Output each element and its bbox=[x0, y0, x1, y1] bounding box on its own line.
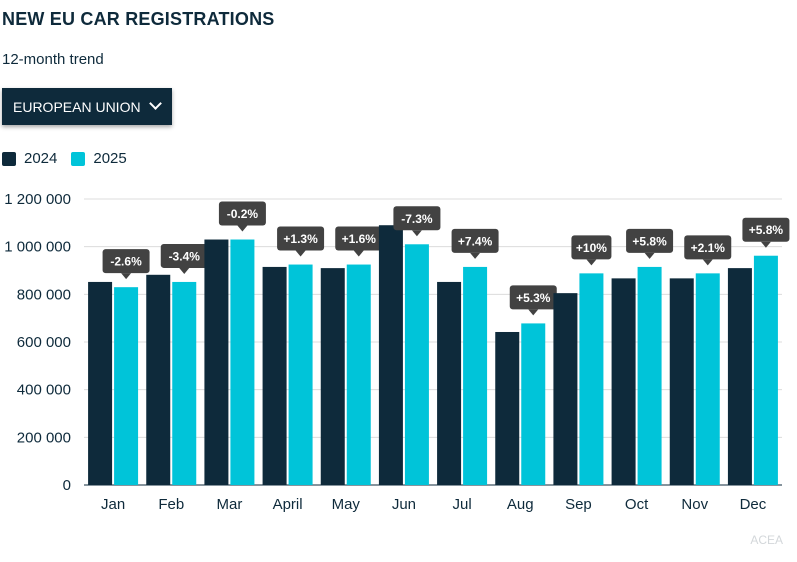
bar-2024 bbox=[495, 331, 520, 485]
bar-2025 bbox=[463, 266, 488, 485]
change-label-box bbox=[102, 249, 150, 274]
change-label-box bbox=[742, 217, 790, 242]
bar-2025 bbox=[230, 239, 255, 485]
change-label-box bbox=[684, 235, 732, 260]
source-credit: ACEA bbox=[750, 533, 783, 547]
bar-2025 bbox=[579, 273, 604, 485]
x-tick-label: Sep bbox=[565, 496, 592, 513]
bar-2025 bbox=[753, 255, 778, 485]
change-label-box bbox=[335, 226, 383, 251]
change-label: +1.6% bbox=[342, 232, 377, 246]
y-tick-label: 800 000 bbox=[17, 286, 71, 303]
x-tick-label: April bbox=[273, 496, 303, 513]
bar-2024 bbox=[553, 293, 578, 485]
change-label-pointer bbox=[121, 273, 132, 280]
bar-2024 bbox=[146, 274, 171, 485]
x-tick-label: Jan bbox=[101, 496, 125, 513]
change-label: +10% bbox=[576, 241, 607, 255]
change-label-pointer bbox=[702, 259, 713, 266]
bar-2024 bbox=[88, 281, 113, 485]
bar-2025 bbox=[172, 281, 197, 485]
bar-2024 bbox=[437, 281, 462, 485]
y-tick-label: 400 000 bbox=[17, 382, 71, 399]
change-label-pointer bbox=[237, 225, 248, 232]
y-tick-label: 1 000 000 bbox=[4, 239, 71, 256]
chart-title: NEW EU CAR REGISTRATIONS bbox=[2, 9, 275, 29]
legend: 2024 2025 bbox=[2, 150, 141, 167]
change-label: +1.3% bbox=[283, 232, 318, 246]
region-dropdown[interactable]: EUROPEAN UNION bbox=[2, 88, 172, 125]
change-label: -2.6% bbox=[110, 255, 142, 269]
y-tick-label: 1 200 000 bbox=[4, 191, 71, 208]
change-label-pointer bbox=[179, 267, 190, 274]
bar-2024 bbox=[262, 266, 287, 485]
bar-2024 bbox=[378, 225, 403, 485]
change-label: -0.2% bbox=[227, 207, 259, 221]
change-label: +5.8% bbox=[749, 223, 784, 237]
change-label-pointer bbox=[644, 252, 655, 259]
change-label-box bbox=[509, 285, 557, 310]
change-label-box bbox=[218, 201, 266, 226]
change-label-pointer bbox=[411, 230, 422, 237]
change-label-pointer bbox=[470, 252, 481, 259]
y-tick-label: 200 000 bbox=[17, 429, 71, 446]
x-tick-label: Mar bbox=[216, 496, 242, 513]
bar-2025 bbox=[695, 273, 720, 485]
change-label-box bbox=[571, 235, 612, 260]
change-label-box bbox=[160, 243, 208, 268]
x-tick-label: May bbox=[332, 496, 361, 513]
change-label: +7.4% bbox=[458, 234, 493, 248]
change-label-pointer bbox=[295, 250, 306, 257]
x-tick-label: Aug bbox=[507, 496, 534, 513]
bar-2025 bbox=[404, 244, 429, 485]
legend-item-2025[interactable]: 2025 bbox=[71, 150, 127, 167]
legend-item-2024[interactable]: 2024 bbox=[2, 150, 57, 167]
legend-swatch-2024 bbox=[2, 151, 16, 166]
change-label-pointer bbox=[586, 259, 597, 266]
change-label-box bbox=[626, 228, 674, 253]
y-tick-label: 0 bbox=[63, 477, 71, 494]
change-label: +5.8% bbox=[632, 234, 667, 248]
change-label: +5.3% bbox=[516, 291, 551, 305]
change-label: -7.3% bbox=[401, 212, 433, 226]
x-tick-label: Nov bbox=[681, 496, 708, 513]
bar-2025 bbox=[114, 287, 139, 485]
change-label-pointer bbox=[760, 241, 771, 248]
bar-2024 bbox=[669, 278, 694, 485]
bar-2025 bbox=[521, 323, 546, 485]
change-label-box bbox=[451, 228, 499, 253]
region-dropdown-label: EUROPEAN UNION bbox=[13, 98, 141, 115]
legend-swatch-2025 bbox=[71, 151, 86, 166]
x-tick-label: Jul bbox=[452, 496, 471, 513]
y-tick-label: 600 000 bbox=[17, 334, 71, 351]
legend-label-2025: 2025 bbox=[93, 150, 127, 167]
x-tick-label: Jun bbox=[392, 496, 416, 513]
legend-label-2024: 2024 bbox=[24, 150, 58, 167]
change-label-box bbox=[277, 226, 325, 251]
change-label: -3.4% bbox=[169, 249, 201, 263]
x-tick-label: Dec bbox=[740, 496, 767, 513]
bar-2024 bbox=[320, 268, 345, 485]
change-label-pointer bbox=[528, 309, 539, 316]
bar-2024 bbox=[727, 268, 752, 485]
chart-subtitle: 12-month trend bbox=[2, 51, 104, 68]
bar-2025 bbox=[346, 264, 371, 485]
bar-2024 bbox=[611, 278, 636, 485]
x-tick-label: Feb bbox=[158, 496, 184, 513]
change-label-pointer bbox=[353, 250, 364, 257]
bar-2024 bbox=[204, 239, 229, 485]
bar-2025 bbox=[288, 264, 313, 485]
change-label-box bbox=[393, 206, 441, 231]
bar-2025 bbox=[637, 266, 662, 485]
x-tick-label: Oct bbox=[625, 496, 649, 513]
change-label: +2.1% bbox=[691, 241, 726, 255]
